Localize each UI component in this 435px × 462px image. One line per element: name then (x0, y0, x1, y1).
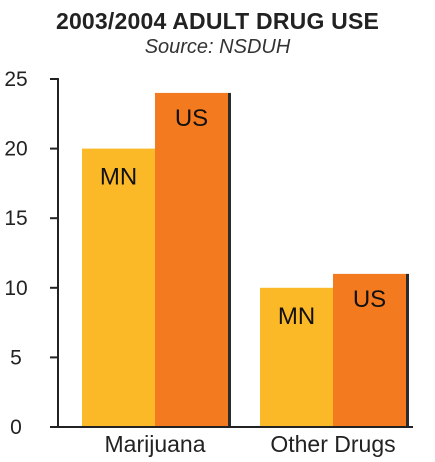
bar-mn-other-drugs (260, 287, 333, 427)
y-tick-label: 0 (10, 416, 22, 439)
y-tick-label: 5 (10, 346, 22, 369)
x-tick-label: Other Drugs (270, 431, 395, 457)
y-tick-label: 10 (4, 277, 27, 300)
bar-mn-marijuana (82, 148, 155, 427)
bar-label: US (175, 105, 208, 132)
bar-label: MN (278, 303, 315, 330)
bar-shadow (406, 273, 409, 427)
chart-subtitle: Source: NSDUH (144, 36, 291, 58)
y-tick-label: 15 (4, 207, 27, 230)
y-tick-label: 25 (4, 68, 27, 91)
bar-label: MN (100, 164, 137, 191)
chart-title: 2003/2004 ADULT DRUG USE (55, 8, 380, 34)
x-tick-label: Marijuana (105, 431, 206, 457)
y-tick-label: 20 (4, 138, 27, 161)
bar-shadow (228, 92, 231, 428)
bar-us-marijuana (155, 92, 228, 428)
bar-us-other-drugs (333, 273, 406, 427)
bar-label: US (353, 286, 386, 313)
